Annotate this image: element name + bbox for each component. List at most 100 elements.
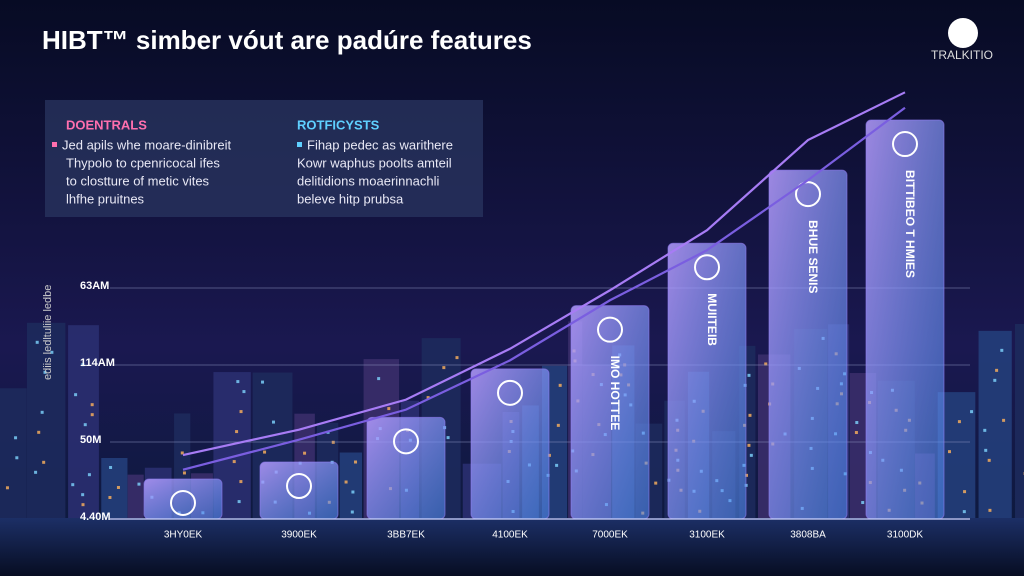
window-light xyxy=(1002,418,1006,422)
panel-text: lhfhe pruitnes xyxy=(66,191,145,206)
panel-text: Fihap pedec as warithere xyxy=(307,137,453,152)
panel-text: Kowr waphus poolts amteil xyxy=(297,155,452,170)
logo: TRALKITIO xyxy=(931,48,993,62)
y-tick-label: 4.40M xyxy=(80,511,111,523)
window-light xyxy=(970,410,974,414)
skyline-building xyxy=(0,388,27,518)
bar-icon xyxy=(497,379,523,406)
window-light xyxy=(854,431,858,435)
bar-icon xyxy=(393,428,419,455)
window-light xyxy=(426,396,430,400)
bar-label: BHUE SENIS xyxy=(806,220,820,293)
x-tick-label: 3808BA xyxy=(790,530,826,541)
bullet xyxy=(52,142,57,147)
window-light xyxy=(235,430,239,434)
window-light xyxy=(344,480,348,484)
window-light xyxy=(764,362,768,366)
bar xyxy=(366,416,446,520)
window-light xyxy=(747,373,751,377)
window-light xyxy=(654,481,658,485)
bar-label: BITTIBEO T HMIES xyxy=(903,170,917,278)
panel-text: Thypolo to cpenricocal ifes xyxy=(66,155,220,170)
window-light xyxy=(109,465,113,469)
bar-icon xyxy=(892,131,918,158)
trend-line xyxy=(182,106,906,471)
window-light xyxy=(861,501,865,505)
window-light xyxy=(446,436,450,440)
window-light xyxy=(108,495,112,499)
x-tick-label: 3HY0EK xyxy=(164,530,203,541)
window-light xyxy=(90,403,94,407)
info-panel xyxy=(45,100,483,217)
window-light xyxy=(14,436,18,440)
panel-text: delitidions moaerinnachli xyxy=(297,173,439,188)
window-light xyxy=(81,363,85,367)
window-light xyxy=(242,390,246,394)
bar xyxy=(259,461,339,520)
panel-text: to clostture of metic vites xyxy=(66,173,210,188)
window-light xyxy=(71,483,75,487)
window-light xyxy=(81,503,85,507)
x-tick-label: 7000EK xyxy=(592,530,628,541)
window-light xyxy=(455,356,459,360)
skyline-building xyxy=(26,322,66,518)
window-light xyxy=(558,383,562,387)
window-light xyxy=(1000,348,1004,352)
window-light xyxy=(40,410,44,414)
window-light xyxy=(303,451,307,455)
bar-icon xyxy=(694,254,720,281)
y-tick-label: 63AM xyxy=(80,280,109,292)
bar xyxy=(470,368,550,520)
window-light xyxy=(271,420,275,424)
window-light xyxy=(351,490,355,494)
window-light xyxy=(42,460,46,464)
window-light xyxy=(43,370,47,374)
bar-icon xyxy=(286,473,312,500)
x-tick-label: 3100EK xyxy=(689,530,725,541)
x-tick-label: 3900EK xyxy=(281,530,317,541)
bar xyxy=(143,478,223,520)
skyline-building xyxy=(339,452,363,518)
window-light xyxy=(137,482,141,486)
window-light xyxy=(993,378,997,382)
bar xyxy=(667,242,747,520)
panel-text: Jed apils whe moare-dinibreit xyxy=(62,137,231,152)
window-light xyxy=(50,350,54,354)
chart-title: HIBT™ simber vóut are padúre features xyxy=(42,25,532,55)
panel-heading: ROTFICYSTS xyxy=(297,117,380,132)
water xyxy=(0,518,1024,576)
bar-icon xyxy=(170,489,196,516)
window-light xyxy=(987,458,991,462)
window-light xyxy=(748,413,752,417)
skyline-building xyxy=(68,325,99,518)
skyline-building xyxy=(1015,324,1024,518)
window-light xyxy=(37,430,41,434)
window-light xyxy=(116,485,120,489)
window-light xyxy=(232,460,236,464)
window-light xyxy=(747,443,751,447)
window-light xyxy=(855,421,859,425)
window-light xyxy=(350,510,354,514)
window-light xyxy=(957,420,961,424)
window-light xyxy=(5,486,9,490)
window-light xyxy=(556,423,560,427)
window-light xyxy=(387,407,391,411)
window-light xyxy=(442,366,446,370)
window-light xyxy=(263,450,267,454)
x-tick-label: 4100EK xyxy=(492,530,528,541)
window-light xyxy=(15,456,19,460)
window-light xyxy=(354,460,358,464)
window-light xyxy=(239,410,243,414)
window-light xyxy=(237,500,241,504)
window-light xyxy=(377,377,381,381)
window-light xyxy=(87,473,91,477)
x-tick-label: 3100DK xyxy=(887,530,923,541)
window-light xyxy=(74,393,78,397)
window-light xyxy=(182,471,186,475)
skyline-building xyxy=(978,330,1012,518)
panel-text: beleve hitp prubsa xyxy=(297,191,404,206)
window-light xyxy=(983,428,987,432)
window-light xyxy=(34,470,38,474)
window-light xyxy=(995,368,999,372)
